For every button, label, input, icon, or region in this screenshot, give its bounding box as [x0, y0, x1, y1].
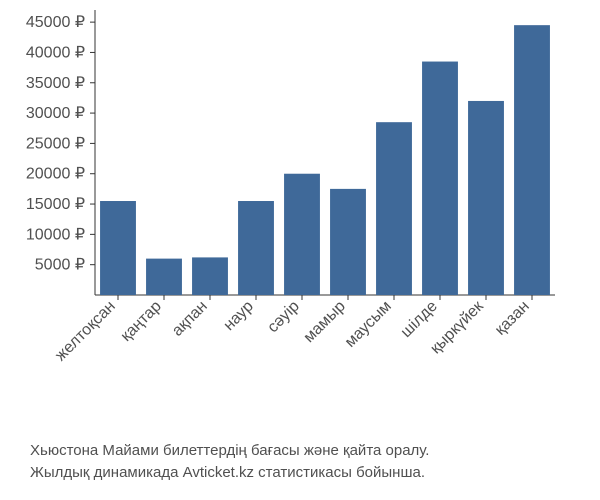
bar [146, 259, 182, 295]
x-tick-label: желтоқсан [52, 298, 119, 365]
y-tick-label: 10000 ₽ [26, 226, 85, 243]
y-tick-label: 30000 ₽ [26, 105, 85, 122]
y-tick-label: 25000 ₽ [26, 135, 85, 152]
bar [376, 122, 412, 295]
x-tick-label: қазан [492, 298, 533, 339]
price-bar-chart: 5000 ₽ 10000 ₽ 15000 ₽ 20000 ₽ 25000 ₽ 30000 … [0, 0, 600, 440]
y-tick-label: 35000 ₽ [26, 75, 85, 92]
bar [468, 101, 504, 295]
y-tick-label: 40000 ₽ [26, 44, 85, 61]
x-tick-label: ақпан [169, 298, 211, 340]
bar [330, 189, 366, 295]
bar [192, 257, 228, 295]
caption-line-2: Жылдық динамикада Avticket.kz статистика… [30, 464, 425, 481]
caption-line-1: Хьюстона Майами билеттердің бағасы және … [30, 442, 429, 459]
bar [238, 201, 274, 295]
bar [284, 174, 320, 295]
y-tick-label: 15000 ₽ [26, 196, 85, 213]
x-tick-label: шілде [398, 298, 441, 341]
bar [422, 62, 458, 295]
y-tick-label: 20000 ₽ [26, 166, 85, 183]
y-tick-label: 5000 ₽ [35, 257, 85, 274]
x-tick-label: наур [221, 298, 257, 334]
bar [514, 25, 550, 295]
x-tick-label: сәуір [264, 298, 303, 337]
x-tick-label: маусым [342, 298, 395, 351]
x-tick-label: қаңтар [118, 298, 165, 345]
y-tick-label: 45000 ₽ [26, 14, 85, 31]
bar [100, 201, 136, 295]
